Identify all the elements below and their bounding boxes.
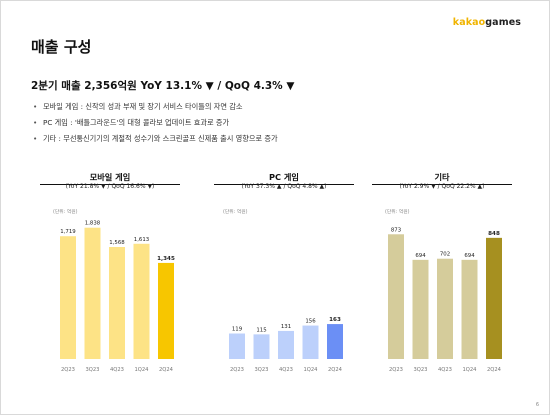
category-label-pc-4Q23: 4Q23 — [279, 367, 293, 373]
bar-mobile-4Q23 — [109, 247, 125, 359]
category-label-other-2Q23: 2Q23 — [389, 367, 403, 373]
unit-label-pc: (단위: 억원) — [223, 210, 248, 215]
bullet-item: 모바일 게임 : 신작의 성과 부재 및 장기 서비스 타이틀의 자연 감소 — [33, 99, 278, 115]
panel-subtitle-mobile: (YoY 21.8% ▼ / QoQ 16.6% ▼) — [65, 183, 155, 190]
bullet-item: 기타 : 무선통신기기의 계절적 성수기와 스크린골프 신제품 출시 영향으로 … — [33, 131, 278, 147]
bar-other-2Q24 — [486, 237, 502, 359]
bar-mobile-2Q24 — [158, 262, 174, 359]
kakao-games-logo: kakaogames — [452, 17, 521, 28]
value-label-mobile-2Q23: 1,719 — [60, 229, 76, 235]
bar-mobile-2Q23 — [60, 236, 76, 359]
value-label-other-4Q23: 702 — [440, 252, 450, 258]
bar-other-4Q23 — [437, 258, 453, 359]
category-label-mobile-1Q24: 1Q24 — [135, 367, 150, 373]
panel-title-other: 기타 — [372, 171, 512, 185]
value-label-pc-4Q23: 131 — [281, 324, 291, 330]
value-label-pc-2Q24: 163 — [329, 317, 341, 323]
category-label-other-1Q24: 1Q24 — [463, 367, 478, 373]
bar-pc-2Q23 — [229, 333, 245, 359]
headline: 2분기 매출 2,356억원 YoY 13.1% ▼ / QoQ 4.3% ▼ — [31, 80, 295, 92]
value-label-other-2Q24: 848 — [488, 231, 500, 237]
unit-label-mobile: (단위: 억원) — [53, 210, 78, 215]
category-label-pc-3Q23: 3Q23 — [255, 367, 269, 373]
value-label-pc-3Q23: 115 — [256, 327, 266, 333]
category-label-pc-2Q23: 2Q23 — [230, 367, 244, 373]
category-label-mobile-2Q24: 2Q24 — [159, 367, 174, 373]
value-label-mobile-2Q24: 1,345 — [157, 256, 175, 262]
bar-pc-4Q23 — [278, 330, 294, 359]
bar-pc-1Q24 — [302, 325, 319, 359]
panel-subtitle-other: (YoY 2.9% ▼ / QoQ 22.2% ▲) — [399, 183, 485, 190]
category-label-mobile-4Q23: 4Q23 — [110, 367, 124, 373]
category-label-mobile-3Q23: 3Q23 — [86, 367, 100, 373]
value-label-other-1Q24: 694 — [464, 253, 475, 259]
unit-label-other: (단위: 억원) — [385, 210, 410, 215]
category-label-mobile-2Q23: 2Q23 — [61, 367, 75, 373]
value-label-pc-2Q23: 119 — [232, 327, 243, 333]
panel-title-mobile: 모바일 게임 — [40, 171, 180, 185]
value-label-mobile-3Q23: 1,838 — [85, 221, 101, 227]
bullet-item: PC 게임 : '배틀그라운드'의 대형 콜라보 업데이트 효과로 증가 — [33, 115, 278, 131]
panel-subtitle-pc: (YoY 37.3% ▲ / QoQ 4.8% ▲) — [241, 183, 327, 190]
value-label-other-3Q23: 694 — [415, 253, 426, 259]
page-number: 6 — [535, 402, 539, 408]
value-label-pc-1Q24: 156 — [305, 319, 316, 325]
bar-pc-2Q24 — [327, 324, 343, 359]
category-label-pc-1Q24: 1Q24 — [304, 367, 319, 373]
bullet-list: 모바일 게임 : 신작의 성과 부재 및 장기 서비스 타이틀의 자연 감소 P… — [33, 99, 278, 147]
bar-other-3Q23 — [412, 259, 429, 359]
value-label-mobile-4Q23: 1,568 — [109, 240, 125, 246]
category-label-other-3Q23: 3Q23 — [414, 367, 428, 373]
page-title: 매출 구성 — [31, 38, 92, 56]
category-label-pc-2Q24: 2Q24 — [328, 367, 343, 373]
bar-mobile-3Q23 — [84, 227, 101, 359]
bar-mobile-1Q24 — [133, 243, 150, 359]
bar-pc-3Q23 — [253, 334, 270, 359]
category-label-other-2Q24: 2Q24 — [487, 367, 502, 373]
panel-title-pc: PC 게임 — [214, 171, 354, 185]
category-label-other-4Q23: 4Q23 — [438, 367, 452, 373]
value-label-other-2Q23: 873 — [391, 227, 401, 233]
bar-other-1Q24 — [461, 259, 478, 359]
bar-other-2Q23 — [388, 234, 404, 359]
value-label-mobile-1Q24: 1,613 — [134, 237, 149, 243]
